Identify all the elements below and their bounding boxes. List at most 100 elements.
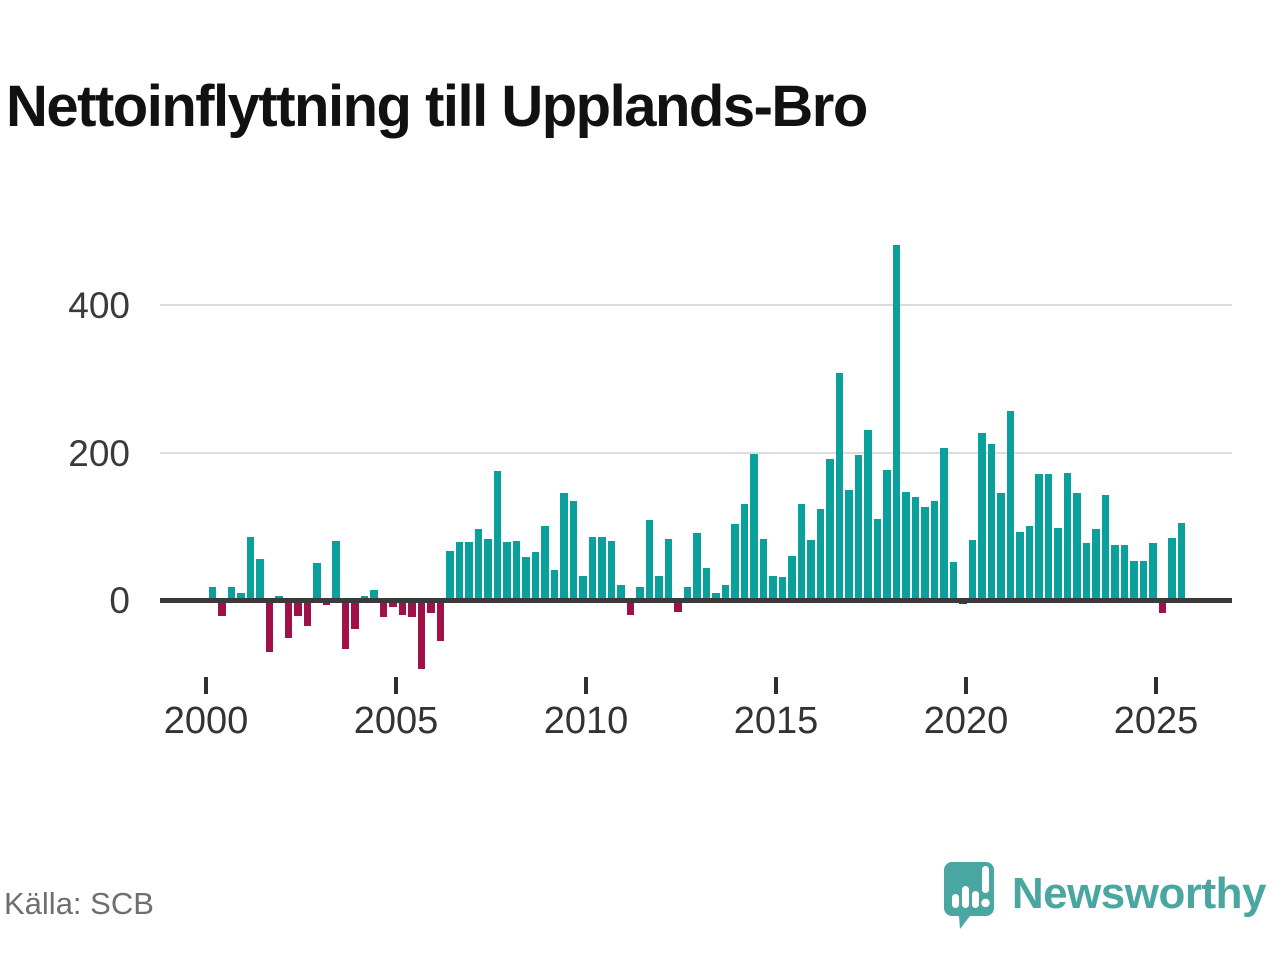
bar-2006Q3 — [455, 541, 464, 600]
bar-2024Q1 — [1120, 544, 1129, 600]
bar-2018Q4 — [921, 507, 929, 600]
bar-2019Q3 — [949, 562, 958, 600]
bar-2017Q4 — [883, 470, 891, 600]
bar-2012Q2 — [674, 600, 682, 612]
bar-2013Q3 — [721, 585, 730, 600]
bar-2007Q3 — [493, 471, 502, 600]
bar-2003Q3 — [341, 600, 350, 649]
bar-2011Q2 — [636, 586, 644, 600]
y-tick-label-400: 400 — [68, 285, 130, 327]
bar-2004Q3 — [379, 600, 388, 617]
bar-2000Q4 — [237, 593, 245, 600]
bar-2009Q4 — [579, 575, 587, 600]
bar-2001Q1 — [246, 536, 255, 600]
bar-2025Q1 — [1158, 600, 1167, 614]
bar-2012Q4 — [693, 532, 701, 600]
bar-2010Q1 — [588, 537, 597, 600]
bar-2024Q2 — [1130, 560, 1138, 600]
bar-2002Q3 — [303, 600, 312, 626]
bar-2021Q4 — [1035, 474, 1043, 600]
bar-2014Q4 — [769, 575, 777, 600]
bar-2018Q2 — [902, 492, 910, 600]
bar-2023Q3 — [1101, 495, 1110, 600]
bar-2024Q3 — [1139, 560, 1148, 600]
bar-2015Q3 — [797, 504, 806, 600]
bar-2021Q2 — [1016, 532, 1024, 600]
bar-2000Q1 — [208, 587, 217, 600]
bar-2012Q1 — [664, 538, 673, 600]
bar-2020Q1 — [968, 539, 977, 600]
brand-logo: Newsworthy — [940, 858, 1267, 930]
bar-2008Q2 — [522, 557, 530, 600]
y-tick-label-0: 0 — [109, 580, 130, 621]
bar-2020Q2 — [978, 432, 986, 600]
bar-2001Q2 — [256, 559, 264, 600]
x-tick-2025 — [1154, 677, 1158, 694]
x-tick-label-2010: 2010 — [543, 700, 629, 742]
bar-2000Q2 — [218, 600, 226, 617]
x-tick-2010 — [584, 677, 588, 694]
bar-2002Q2 — [294, 600, 302, 617]
x-tick-2005 — [394, 677, 398, 694]
bar-2004Q4 — [389, 600, 397, 608]
x-tick-label-2005: 2005 — [353, 700, 439, 742]
bar-2003Q4 — [351, 600, 359, 629]
bar-2016Q4 — [845, 489, 853, 600]
bar-2024Q4 — [1149, 543, 1157, 600]
bar-2002Q4 — [313, 563, 321, 600]
bar-2025Q3 — [1177, 522, 1186, 600]
x-tick-2000 — [204, 677, 208, 694]
bar-2023Q1 — [1082, 542, 1091, 600]
bar-2017Q2 — [864, 429, 872, 600]
bar-2005Q3 — [417, 600, 426, 670]
bar-2014Q1 — [740, 503, 749, 600]
bar-2004Q2 — [370, 590, 378, 600]
bar-2003Q2 — [332, 541, 340, 600]
bar-2000Q3 — [227, 587, 236, 600]
bar-2020Q3 — [987, 443, 996, 600]
x-tick-label-2020: 2020 — [923, 700, 1009, 742]
bar-2019Q2 — [940, 447, 948, 600]
bar-2015Q4 — [807, 540, 815, 600]
gridline-200 — [160, 451, 1232, 454]
bar-2006Q4 — [465, 541, 473, 600]
bar-2020Q4 — [997, 493, 1005, 600]
brand-name: Newsworthy — [1011, 869, 1267, 918]
bar-2018Q3 — [911, 496, 920, 600]
bar-2021Q3 — [1025, 526, 1034, 600]
bar-2013Q4 — [731, 524, 739, 600]
bar-2014Q3 — [759, 538, 768, 600]
bar-2022Q2 — [1054, 527, 1062, 600]
bar-2012Q3 — [683, 587, 692, 600]
bar-2007Q1 — [474, 529, 483, 600]
bar-2009Q2 — [560, 493, 568, 600]
bar-2006Q2 — [446, 551, 454, 600]
bar-2016Q3 — [835, 373, 844, 600]
bar-2019Q1 — [930, 500, 939, 600]
bar-2009Q1 — [550, 569, 559, 600]
bar-2006Q1 — [436, 600, 445, 641]
x-tick-label-2000: 2000 — [163, 700, 249, 742]
bar-2021Q1 — [1006, 410, 1015, 600]
bar-2007Q2 — [484, 538, 492, 600]
bar-2022Q3 — [1063, 473, 1072, 600]
bar-2013Q2 — [712, 592, 720, 600]
bar-2010Q2 — [598, 537, 606, 600]
bar-2002Q1 — [284, 600, 293, 639]
bar-2014Q2 — [750, 454, 758, 600]
bar-2023Q4 — [1111, 544, 1119, 600]
bar-2022Q1 — [1044, 474, 1053, 600]
bar-2008Q1 — [512, 541, 521, 600]
bar-2009Q3 — [569, 501, 578, 600]
bar-2011Q1 — [626, 600, 635, 615]
bar-2016Q1 — [816, 508, 825, 600]
x-tick-label-2025: 2025 — [1113, 700, 1199, 742]
bar-2007Q4 — [503, 541, 511, 600]
bar-2010Q4 — [617, 584, 625, 600]
gridline-400 — [160, 304, 1232, 307]
bar-2016Q2 — [826, 458, 834, 600]
bar-2017Q3 — [873, 518, 882, 600]
bar-2005Q1 — [398, 600, 407, 616]
bar-2015Q1 — [778, 577, 787, 600]
zero-axis-line — [160, 598, 1232, 603]
